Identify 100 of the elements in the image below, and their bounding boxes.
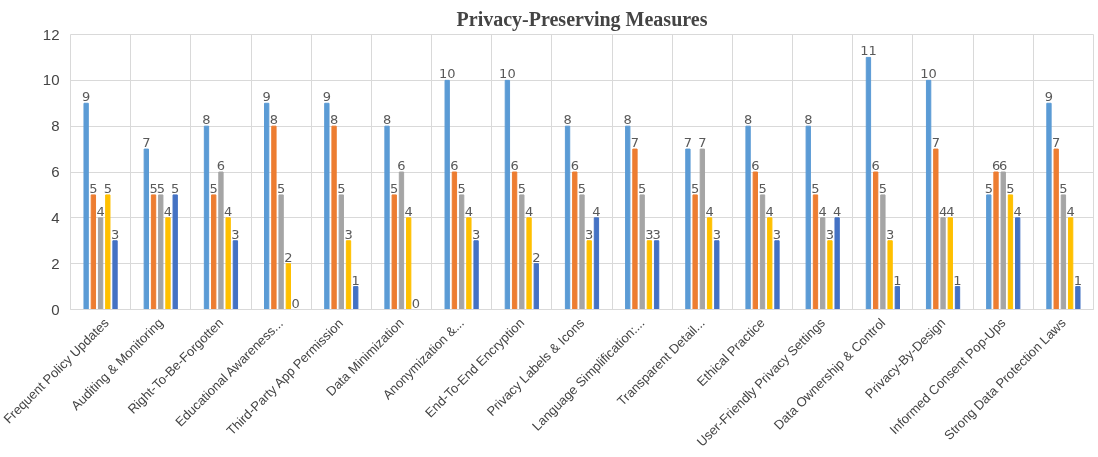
bar bbox=[232, 240, 239, 310]
bar bbox=[685, 148, 691, 310]
bar bbox=[745, 125, 751, 310]
data-label: 6 bbox=[450, 158, 459, 173]
bar bbox=[812, 194, 819, 310]
data-label: 4 bbox=[938, 203, 948, 219]
bar bbox=[143, 148, 149, 310]
data-label: 7 bbox=[1052, 135, 1061, 151]
data-label: 6 bbox=[216, 158, 226, 173]
bar bbox=[533, 263, 539, 310]
bar bbox=[398, 171, 405, 310]
data-label: 2 bbox=[284, 249, 293, 265]
bar bbox=[406, 217, 412, 310]
bar bbox=[820, 217, 826, 310]
data-label: 5 bbox=[103, 180, 112, 196]
data-label: 8 bbox=[743, 112, 753, 128]
bar bbox=[338, 194, 344, 310]
bar bbox=[986, 194, 992, 310]
bar bbox=[203, 125, 210, 310]
data-label: 1 bbox=[1073, 272, 1082, 288]
bar bbox=[218, 171, 224, 310]
data-label: 5 bbox=[337, 180, 346, 196]
data-label: 5 bbox=[209, 180, 218, 196]
data-label: 5 bbox=[691, 180, 700, 196]
data-label: 6 bbox=[871, 158, 880, 173]
data-label: 3 bbox=[231, 226, 240, 242]
data-label: 4 bbox=[765, 203, 774, 219]
data-label: 6 bbox=[999, 158, 1008, 173]
bar bbox=[384, 125, 390, 310]
bar bbox=[511, 171, 518, 310]
bar bbox=[1053, 148, 1059, 310]
data-label: 10 bbox=[438, 66, 456, 82]
data-label: 3 bbox=[712, 226, 721, 242]
data-label: 4 bbox=[705, 203, 714, 219]
data-label: 2 bbox=[532, 249, 541, 265]
data-label: 8 bbox=[804, 112, 813, 128]
bar bbox=[353, 286, 359, 310]
data-label: 5 bbox=[758, 180, 767, 196]
data-label: 4 bbox=[404, 203, 413, 219]
data-label: 3 bbox=[652, 226, 661, 242]
bar bbox=[112, 240, 118, 310]
data-label: 8 bbox=[382, 112, 392, 128]
data-label: 11 bbox=[860, 43, 877, 59]
bar bbox=[1015, 217, 1021, 310]
data-label: 3 bbox=[585, 226, 594, 242]
data-label: 5 bbox=[457, 180, 466, 196]
data-label: 0 bbox=[411, 295, 421, 311]
data-label: 1 bbox=[893, 272, 902, 288]
bar bbox=[83, 102, 89, 310]
bar bbox=[90, 194, 97, 310]
data-label: 4 bbox=[96, 203, 105, 219]
bar bbox=[805, 125, 811, 310]
data-label: 5 bbox=[984, 180, 993, 196]
bar bbox=[165, 217, 171, 310]
data-label: 7 bbox=[142, 135, 151, 151]
bar bbox=[271, 125, 277, 310]
data-label: 3 bbox=[344, 226, 353, 242]
data-label: 8 bbox=[202, 112, 211, 128]
data-label: 3 bbox=[110, 226, 120, 242]
bar bbox=[331, 125, 337, 310]
data-label: 1 bbox=[351, 272, 360, 288]
data-label: 4 bbox=[818, 203, 827, 219]
data-label: 7 bbox=[931, 135, 940, 151]
bar bbox=[519, 194, 525, 310]
bar bbox=[872, 171, 879, 310]
data-label: 4 bbox=[224, 203, 233, 219]
y-tick-label: 10 bbox=[42, 71, 60, 89]
data-label: 5 bbox=[156, 180, 165, 196]
data-label: 6 bbox=[991, 158, 1001, 173]
bar bbox=[865, 56, 872, 310]
y-tick-label: 6 bbox=[51, 163, 60, 180]
bar bbox=[925, 79, 932, 310]
bar bbox=[225, 217, 231, 310]
data-label: 4 bbox=[163, 203, 173, 219]
data-label: 8 bbox=[563, 112, 572, 128]
data-label: 9 bbox=[262, 89, 271, 105]
data-label: 5 bbox=[1006, 180, 1015, 196]
bar bbox=[97, 217, 104, 310]
bar bbox=[458, 194, 465, 310]
bar bbox=[625, 125, 631, 310]
data-label: 6 bbox=[751, 158, 760, 173]
bar bbox=[834, 217, 840, 310]
bar bbox=[752, 171, 758, 310]
bar bbox=[586, 240, 592, 310]
data-label: 4 bbox=[1013, 203, 1022, 219]
bar bbox=[692, 194, 698, 310]
data-label: 5 bbox=[811, 180, 820, 196]
data-label: 4 bbox=[524, 203, 534, 219]
data-label: 5 bbox=[171, 180, 180, 196]
data-label: 4 bbox=[464, 203, 474, 219]
data-label: 4 bbox=[592, 203, 601, 219]
bar bbox=[632, 148, 638, 310]
data-label: 5 bbox=[517, 180, 526, 196]
y-tick-label: 0 bbox=[51, 300, 60, 318]
bar bbox=[947, 217, 953, 310]
bar bbox=[444, 79, 450, 310]
data-label: 8 bbox=[623, 112, 632, 128]
data-label: 5 bbox=[89, 180, 98, 196]
data-label: 4 bbox=[946, 203, 955, 219]
bar bbox=[1046, 102, 1052, 310]
